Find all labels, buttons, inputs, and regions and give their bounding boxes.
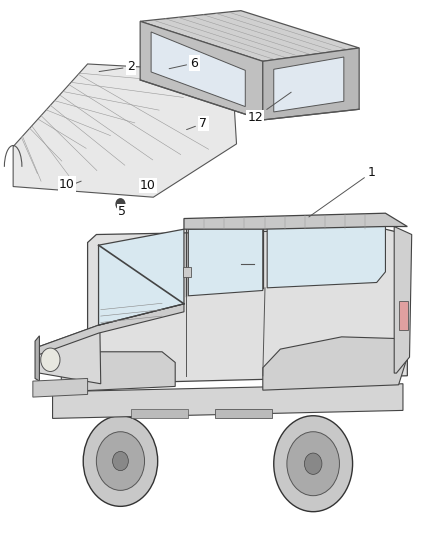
Bar	[215, 409, 272, 418]
Circle shape	[96, 432, 145, 490]
Text: 2: 2	[99, 60, 135, 74]
Polygon shape	[183, 266, 191, 277]
Polygon shape	[140, 11, 359, 61]
Polygon shape	[33, 378, 88, 397]
Circle shape	[287, 432, 339, 496]
Polygon shape	[140, 21, 263, 120]
Circle shape	[304, 453, 322, 474]
Text: 12: 12	[247, 92, 291, 124]
Text: 5: 5	[118, 205, 126, 219]
Circle shape	[41, 348, 60, 372]
Text: 10: 10	[140, 179, 156, 192]
Polygon shape	[151, 32, 245, 107]
Polygon shape	[263, 48, 359, 120]
Polygon shape	[35, 336, 39, 381]
Polygon shape	[39, 304, 184, 354]
Polygon shape	[99, 229, 184, 325]
Polygon shape	[88, 229, 407, 384]
Text: 7: 7	[187, 117, 207, 130]
Polygon shape	[39, 245, 101, 384]
Text: 10: 10	[59, 177, 75, 191]
Polygon shape	[61, 352, 175, 392]
Polygon shape	[274, 57, 344, 112]
Text: 1: 1	[309, 166, 376, 217]
Polygon shape	[53, 384, 403, 418]
Polygon shape	[13, 64, 237, 197]
Circle shape	[116, 199, 125, 209]
Polygon shape	[188, 227, 263, 296]
Circle shape	[113, 451, 128, 471]
Polygon shape	[267, 225, 385, 288]
Polygon shape	[263, 337, 407, 390]
Polygon shape	[184, 213, 407, 229]
Bar	[131, 409, 188, 418]
Bar	[399, 301, 408, 330]
Circle shape	[83, 416, 158, 506]
Circle shape	[274, 416, 353, 512]
Polygon shape	[394, 227, 412, 373]
Text: 6: 6	[169, 56, 198, 70]
